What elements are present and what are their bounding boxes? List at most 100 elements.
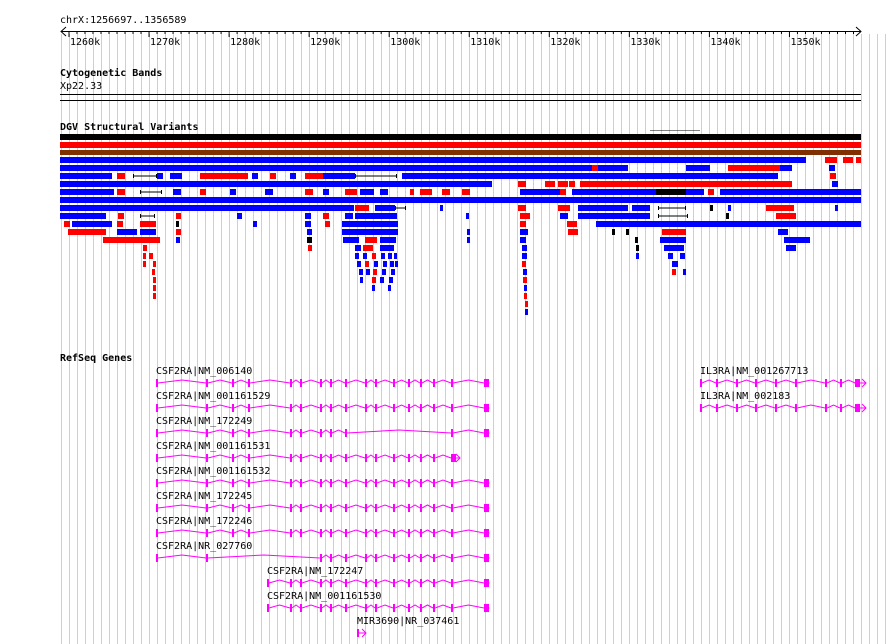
gene-intron bbox=[331, 579, 346, 584]
variant-block bbox=[363, 245, 373, 251]
variant-block bbox=[672, 261, 678, 267]
gene-intron bbox=[434, 454, 452, 459]
variant-block bbox=[323, 173, 355, 179]
gene-exon bbox=[320, 479, 322, 487]
gene-intron bbox=[409, 479, 421, 484]
gene-intron bbox=[291, 504, 301, 509]
cytoband-label[interactable]: Xp22.33 bbox=[60, 81, 103, 92]
gene-intron bbox=[346, 504, 366, 509]
variant-block bbox=[373, 269, 377, 275]
gene-exon bbox=[330, 529, 332, 537]
ruler-tick-label: 1270k bbox=[150, 37, 180, 48]
gene-label[interactable]: CSF2RA|NM_001161532 bbox=[156, 466, 271, 477]
gene-intron bbox=[331, 429, 346, 434]
gene-exon bbox=[267, 604, 269, 612]
variant-block bbox=[345, 213, 353, 219]
gene-intron bbox=[376, 579, 394, 584]
gene-exon bbox=[393, 529, 395, 537]
gene-exon bbox=[320, 404, 322, 412]
gene-exon bbox=[320, 379, 322, 387]
variant-block bbox=[60, 165, 592, 171]
gene-label[interactable]: CSF2RA|NM_006140 bbox=[156, 366, 253, 377]
gene-exon bbox=[393, 504, 395, 512]
gene-exon bbox=[433, 454, 435, 462]
gene-exon bbox=[420, 454, 422, 462]
gene-exon bbox=[484, 529, 489, 537]
ruler-tick-label: 1290k bbox=[310, 37, 340, 48]
gene-exon bbox=[433, 479, 435, 487]
ruler-tick-label: 1310k bbox=[470, 37, 500, 48]
gene-intron bbox=[394, 379, 409, 384]
gene-intron bbox=[268, 604, 291, 609]
variant-block bbox=[117, 229, 137, 235]
gene-intron bbox=[301, 604, 321, 609]
gene-exon bbox=[365, 404, 367, 412]
gene-intron bbox=[366, 579, 376, 584]
gene-exon bbox=[375, 529, 377, 537]
variant-block bbox=[578, 213, 650, 219]
variant-block bbox=[200, 173, 248, 179]
gene-exon bbox=[375, 379, 377, 387]
gene-exon bbox=[345, 379, 347, 387]
gene-exon bbox=[700, 404, 702, 412]
variant-block bbox=[580, 181, 792, 187]
dgv-track[interactable] bbox=[0, 130, 890, 330]
variant-block bbox=[522, 245, 527, 251]
variant-block bbox=[686, 165, 710, 171]
gene-label[interactable]: CSF2RA|NR_027760 bbox=[156, 541, 253, 552]
variant-block bbox=[780, 165, 792, 171]
gene-label[interactable]: CSF2RA|NM_001161529 bbox=[156, 391, 271, 402]
gene-label[interactable]: CSF2RA|NM_001161531 bbox=[156, 441, 271, 452]
gene-label[interactable]: CSF2RA|NM_172246 bbox=[156, 516, 253, 527]
gene-intron bbox=[291, 404, 301, 409]
variant-block bbox=[720, 189, 861, 195]
ruler-tick-label: 1280k bbox=[230, 37, 260, 48]
gene-exon bbox=[330, 554, 332, 562]
gene-label[interactable]: MIR3690|NR_037461 bbox=[357, 616, 460, 627]
gene-label[interactable]: CSF2RA|NM_172247 bbox=[267, 566, 364, 577]
gene-intron bbox=[776, 404, 796, 409]
gene-exon bbox=[345, 454, 347, 462]
variant-block bbox=[662, 229, 686, 235]
gene-label[interactable]: CSF2RA|NM_172245 bbox=[156, 491, 253, 502]
gene-intron bbox=[394, 479, 409, 484]
variant-block bbox=[307, 229, 312, 235]
gene-intron bbox=[421, 454, 434, 459]
gene-exon bbox=[484, 604, 489, 612]
ruler-tick-label: 1320k bbox=[550, 37, 580, 48]
variant-block bbox=[60, 142, 861, 148]
gene-exon bbox=[345, 404, 347, 412]
variant-block bbox=[520, 237, 526, 243]
gene-strand-arrow bbox=[484, 578, 490, 588]
variant-block bbox=[60, 189, 114, 195]
variant-block bbox=[843, 157, 853, 163]
gene-intron bbox=[366, 479, 376, 484]
gene-exon bbox=[300, 429, 302, 437]
gene-intron bbox=[366, 604, 376, 609]
gene-label[interactable]: IL3RA|NM_001267713 bbox=[700, 366, 809, 377]
gene-exon bbox=[825, 379, 827, 387]
gene-exon bbox=[484, 579, 489, 587]
gene-intron bbox=[452, 479, 485, 484]
variant-block bbox=[60, 157, 806, 163]
variant-block bbox=[117, 173, 125, 179]
gene-exon bbox=[365, 529, 367, 537]
variant-block bbox=[149, 253, 153, 259]
gene-label[interactable]: CSF2RA|NM_001161530 bbox=[267, 591, 382, 602]
variant-block bbox=[143, 261, 146, 267]
gene-exon bbox=[484, 404, 489, 412]
variant-block bbox=[728, 205, 731, 211]
position-ruler[interactable]: 1260k 1270k 1280k 1290k 1300k 1310k 1320k 1330k… bbox=[0, 22, 890, 72]
gene-exon bbox=[290, 529, 292, 537]
gene-strand-arrow bbox=[484, 553, 490, 563]
gene-intron bbox=[207, 529, 233, 534]
gene-strand-arrow bbox=[484, 503, 490, 513]
variant-block bbox=[345, 189, 357, 195]
gene-intron bbox=[233, 429, 249, 434]
gene-label[interactable]: IL3RA|NM_002183 bbox=[700, 391, 791, 402]
variant-block bbox=[664, 245, 684, 251]
gene-label[interactable]: CSF2RA|NM_172249 bbox=[156, 416, 253, 427]
gene-exon bbox=[433, 404, 435, 412]
gene-intron bbox=[331, 379, 346, 384]
